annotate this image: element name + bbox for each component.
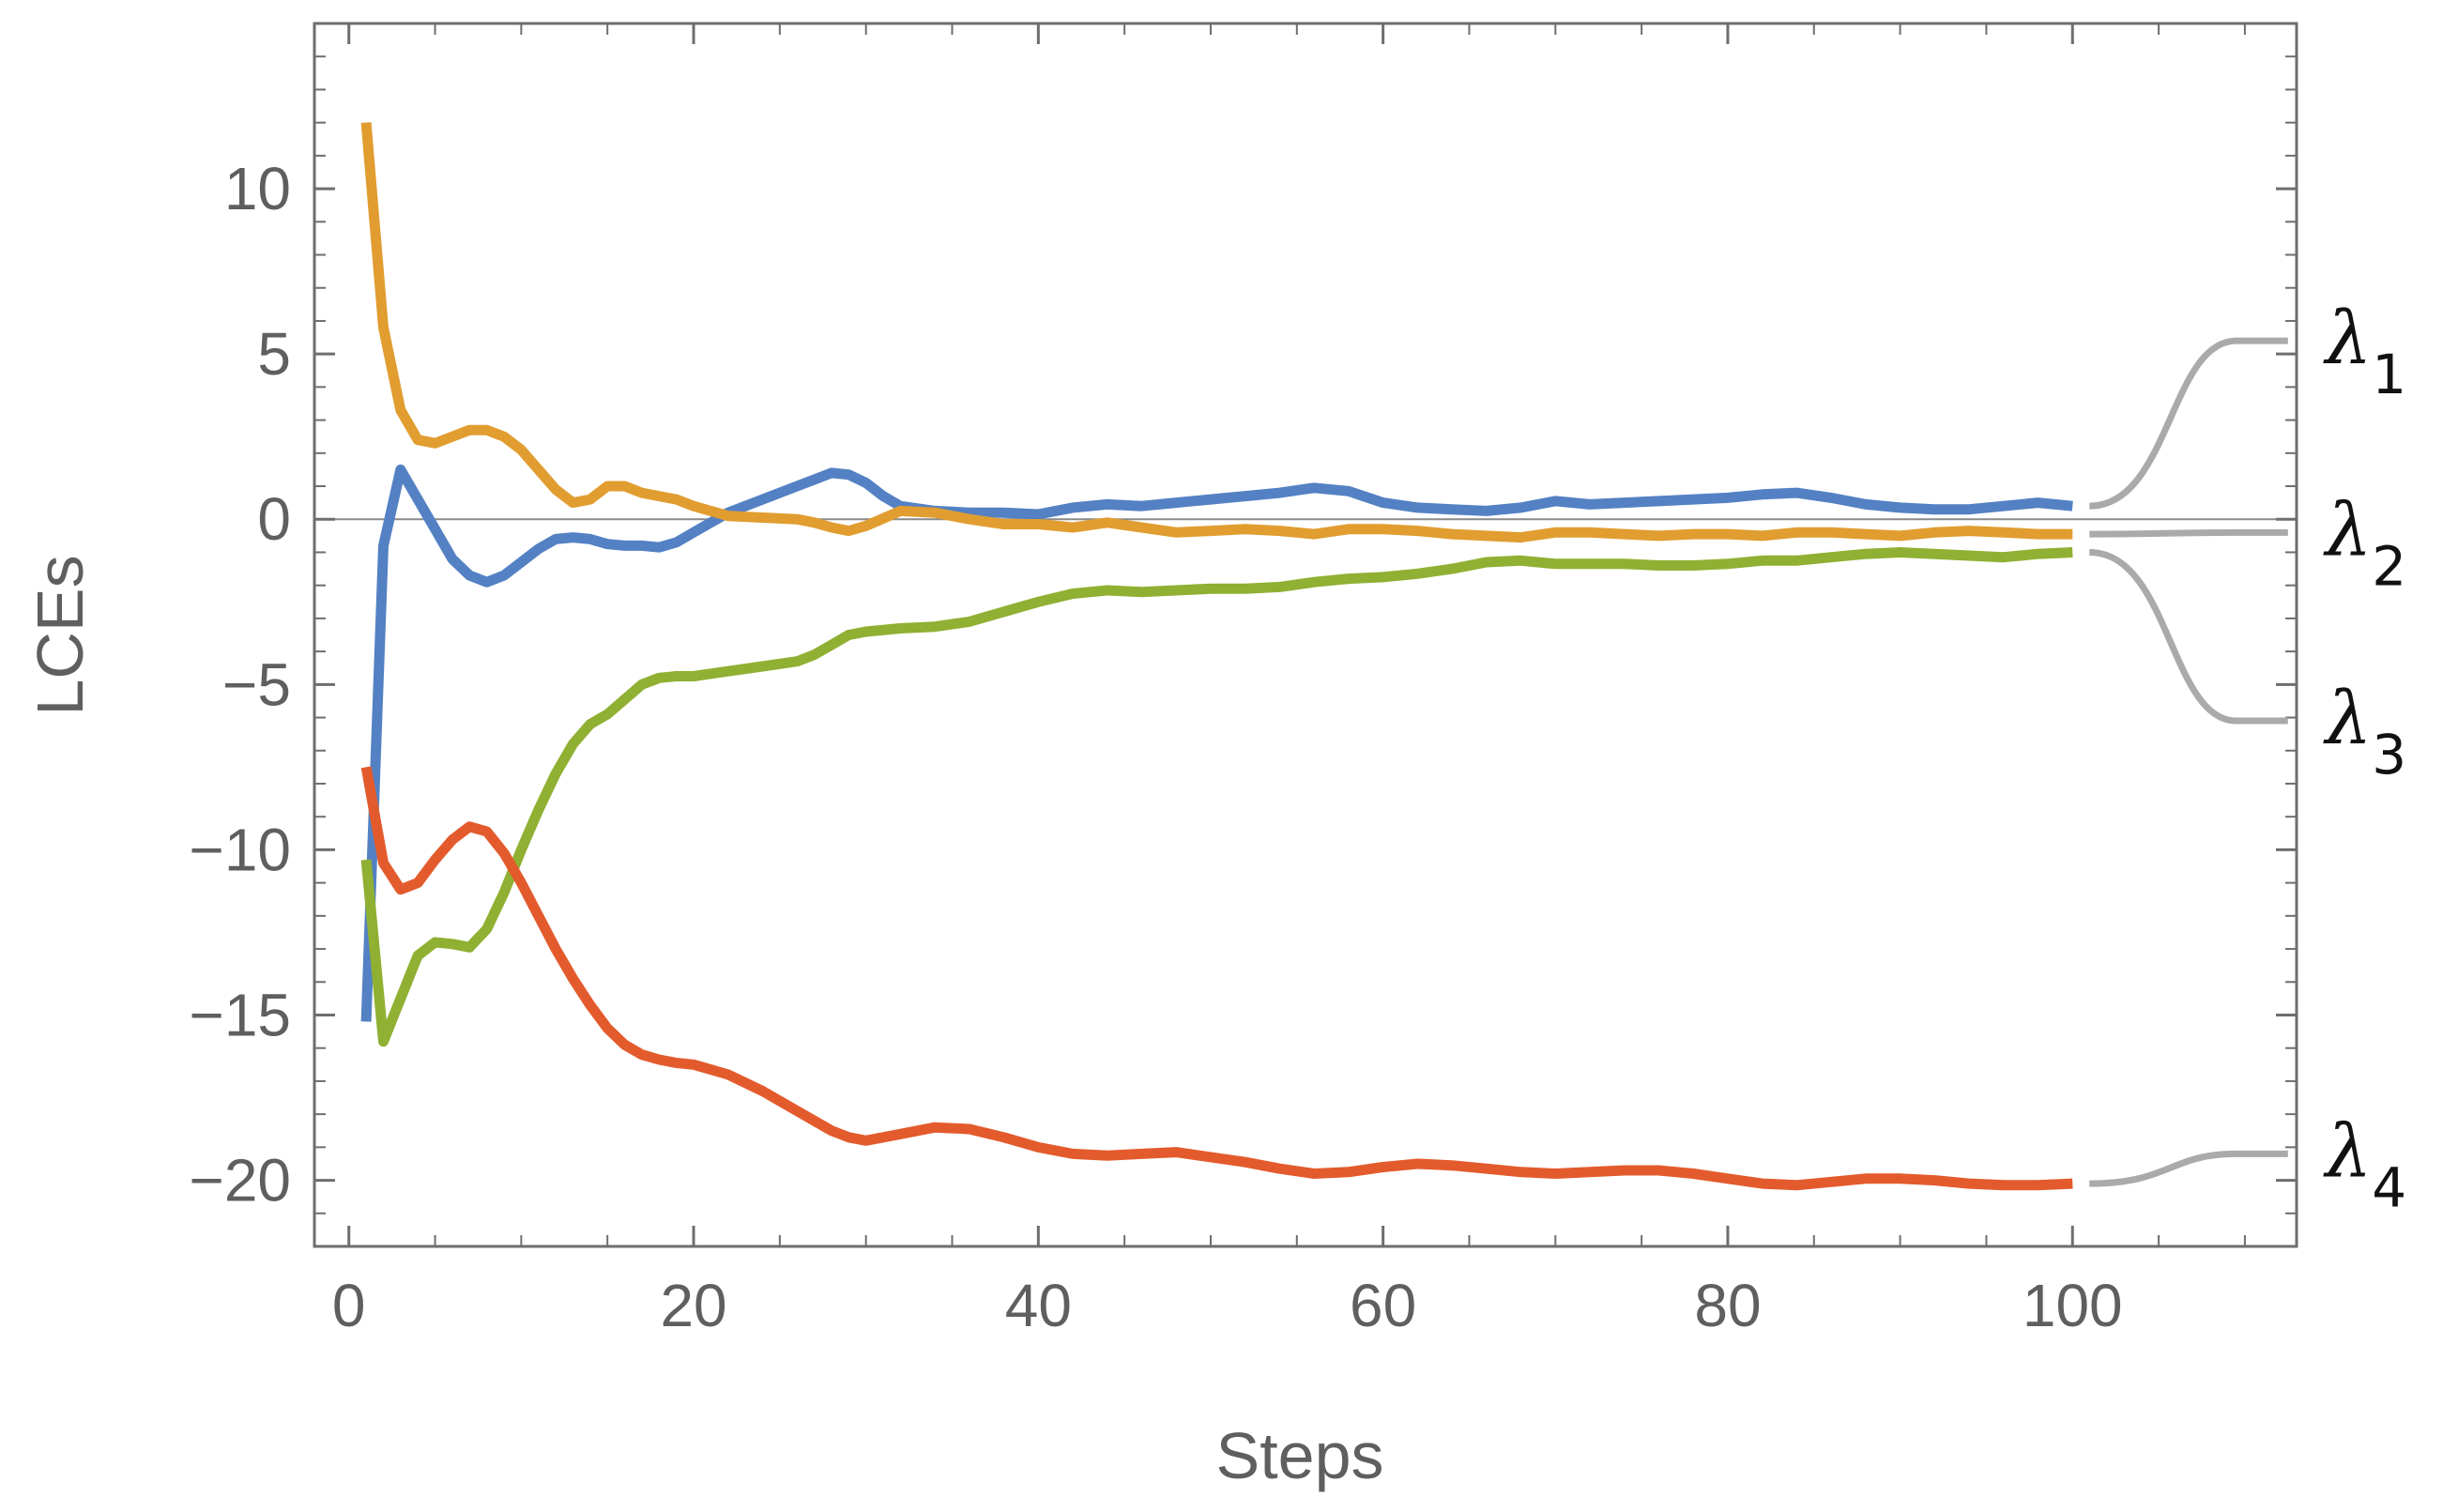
label-connector-4	[2089, 1150, 2288, 1187]
series-lines	[360, 122, 2073, 1191]
series-line-1	[360, 464, 2073, 1022]
series-label-subscript: 3	[2372, 723, 2406, 787]
x-tick-label: 40	[1005, 1272, 1072, 1339]
plot-frame	[313, 22, 2298, 1248]
y-tick-label: −20	[189, 1147, 291, 1214]
y-tick-label: −10	[189, 816, 291, 883]
series-label-1: λ1	[2323, 297, 2406, 406]
y-tick-label: −15	[189, 981, 291, 1048]
series-label-subscript: 4	[2372, 1155, 2406, 1219]
x-tick-label: 100	[2023, 1272, 2123, 1339]
series-label-subscript: 1	[2372, 343, 2406, 406]
series-label-3: λ3	[2323, 677, 2406, 787]
axis-ticks	[314, 23, 2297, 1246]
y-tick-label: −5	[222, 650, 291, 718]
label-connector-3	[2089, 548, 2288, 725]
y-tick-label: 0	[257, 485, 291, 553]
series-line-3	[360, 547, 2073, 1047]
x-tick-label: 60	[1350, 1272, 1416, 1339]
y-tick-label: 10	[224, 155, 291, 222]
series-label-2: λ2	[2323, 488, 2406, 598]
x-tick-label: 20	[660, 1272, 726, 1339]
series-label-subscript: 2	[2372, 534, 2406, 598]
x-tick-label: 80	[1694, 1272, 1761, 1339]
y-axis-title: LCEs	[23, 555, 97, 715]
x-axis-title: Steps	[1216, 1419, 1384, 1492]
label-connector-2	[2089, 528, 2288, 538]
y-tick-label: 5	[257, 320, 291, 388]
series-end-labels: λ1 λ2 λ3 λ4	[2323, 297, 2406, 1219]
series-line-4	[360, 766, 2073, 1191]
label-connectors	[2089, 337, 2288, 1187]
label-connector-1	[2089, 337, 2288, 510]
axis-tick-labels: 0 20 40 60 80 100 −20 −15 −10 −5 0 5 10	[189, 155, 2122, 1339]
series-label-4: λ4	[2323, 1109, 2406, 1219]
x-tick-label: 0	[332, 1272, 366, 1339]
series-line-2	[360, 122, 2073, 543]
